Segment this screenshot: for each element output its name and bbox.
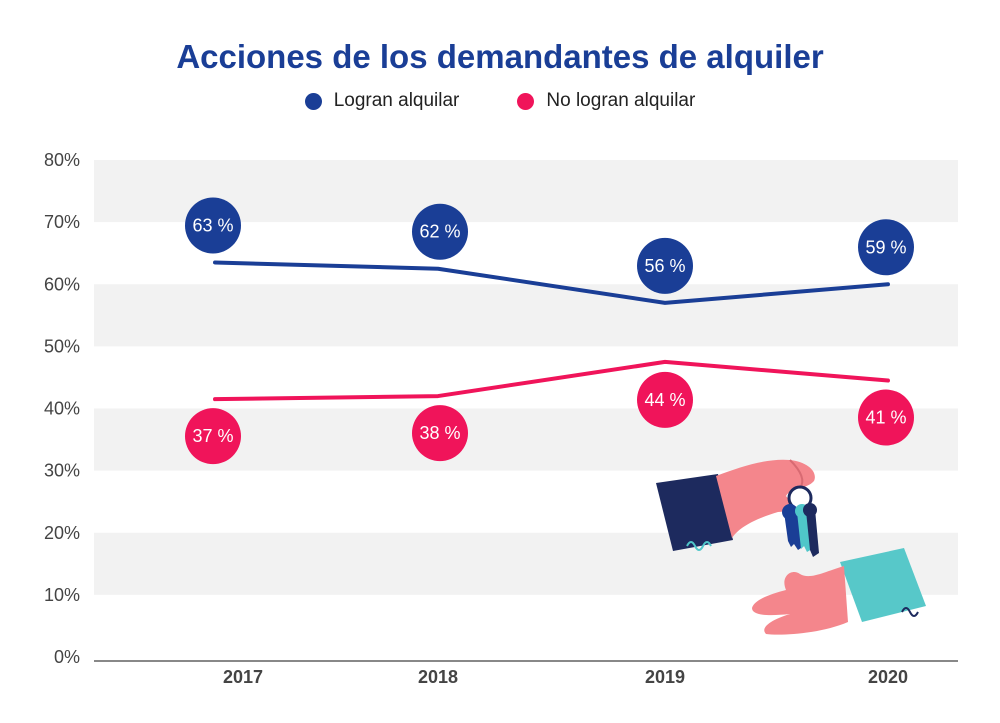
lower-cuff-squiggle: [901, 607, 919, 617]
legend-item-no-logran: No logran alquilar: [517, 90, 695, 112]
data-label-text: 38 %: [419, 423, 460, 443]
x-axis-ticks: 2017 2018 2019 2020: [223, 667, 908, 687]
y-tick-label: 0%: [54, 647, 80, 667]
series-lines: [213, 260, 890, 402]
y-tick-label: 70%: [44, 212, 80, 232]
data-label-text: 41 %: [865, 408, 906, 428]
legend-item-logran: Logran alquilar: [304, 90, 460, 112]
data-label-bubble: [412, 203, 468, 260]
upper-hand: [716, 459, 815, 538]
y-axis-ticks: 0% 10% 20% 30% 40% 50% 60% 70% 80%: [44, 150, 80, 667]
legend: Logran alquilar No logran alquilar: [0, 90, 1000, 112]
keys-icon: [782, 503, 819, 557]
upper-cuff-squiggle: [686, 541, 712, 551]
y-tick-label: 20%: [44, 523, 80, 543]
y-tick-label: 40%: [44, 399, 80, 419]
data-label-text: 59 %: [865, 237, 906, 257]
x-tick-label: 2018: [418, 667, 458, 687]
data-label-bubble: [637, 237, 693, 294]
upper-sleeve: [656, 474, 733, 551]
data-labels: 63 % 62 % 56 % 59 % 37 % 38 % 44 % 41 %: [185, 197, 914, 465]
legend-label-logran: Logran alquilar: [333, 90, 460, 111]
y-tick-label: 60%: [44, 274, 80, 294]
data-label-bubble: [858, 389, 914, 446]
lower-hand: [752, 566, 848, 635]
legend-label-no-logran: No logran alquilar: [546, 90, 696, 111]
hands-exchanging-keys-illustration: [656, 459, 926, 635]
data-label-bubble: [185, 408, 241, 465]
data-label-text: 56 %: [644, 256, 685, 276]
series-line-no-logran: [213, 359, 890, 402]
data-label-text: 63 %: [192, 216, 233, 236]
data-label-text: 37 %: [192, 426, 233, 446]
x-tick-label: 2019: [645, 667, 685, 687]
y-tick-label: 10%: [44, 585, 80, 605]
data-label-bubble: [858, 219, 914, 276]
grid-band: [94, 284, 958, 347]
chart-title: Acciones de los demandantes de alquiler: [176, 38, 824, 75]
legend-dot-blue-icon: [304, 92, 322, 110]
x-tick-label: 2017: [223, 667, 263, 687]
x-tick-label: 2020: [868, 667, 908, 687]
y-tick-label: 50%: [44, 336, 80, 356]
y-tick-label: 80%: [44, 150, 80, 170]
lower-sleeve: [840, 548, 926, 622]
y-tick-label: 30%: [44, 461, 80, 481]
data-label-bubble: [412, 405, 468, 462]
data-label-text: 44 %: [644, 390, 685, 410]
series-line-logran: [213, 260, 890, 305]
data-label-text: 62 %: [419, 222, 460, 242]
data-label-bubble: [185, 197, 241, 254]
data-label-bubble: [637, 371, 693, 428]
grid-band: [94, 160, 958, 223]
legend-dot-pink-icon: [517, 92, 535, 110]
